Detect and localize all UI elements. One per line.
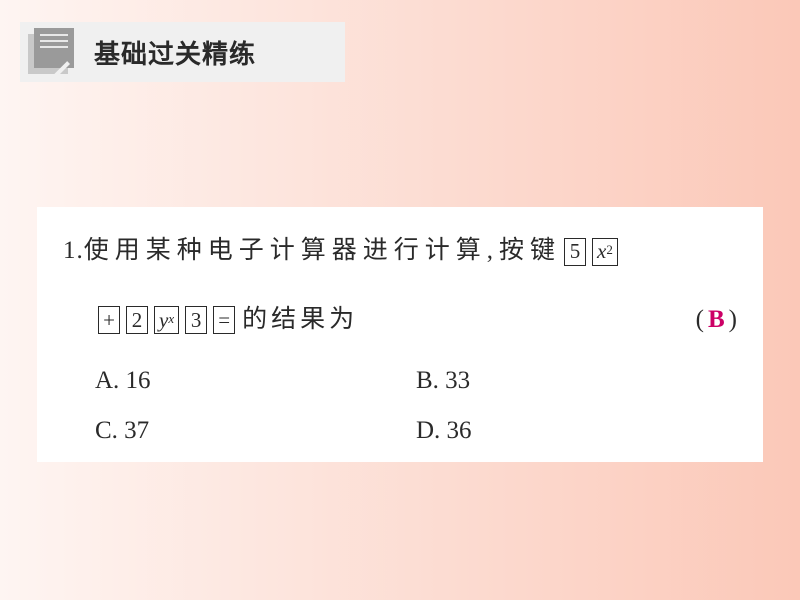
- key-5: 5: [564, 238, 586, 266]
- options-group: A. 16 B. 33 C. 37 D. 36: [63, 356, 737, 456]
- key-equals: =: [213, 306, 235, 334]
- section-title: 基础过关精练: [94, 34, 256, 71]
- paren-left: (: [696, 294, 704, 347]
- key-x-squared: x2: [592, 238, 618, 266]
- question-text-2: 的结果为: [242, 294, 358, 347]
- question-number: 1.: [63, 225, 84, 278]
- answer-letter: B: [708, 294, 725, 347]
- question-line-1: 1. 使用某种电子计算器进行计算,按键 5 x2: [63, 225, 737, 278]
- option-d: D. 36: [416, 406, 737, 456]
- question-line-2: + 2 yx 3 = 的结果为 ( B ): [63, 294, 737, 347]
- answer-paren: ( B ): [696, 294, 737, 347]
- option-a: A. 16: [95, 356, 416, 406]
- key-plus: +: [98, 306, 120, 334]
- key-y-to-x: yx: [154, 306, 179, 334]
- question-card: 1. 使用某种电子计算器进行计算,按键 5 x2 + 2 yx 3 = 的结果为…: [37, 207, 763, 462]
- key-2: 2: [126, 306, 148, 334]
- key-3: 3: [185, 306, 207, 334]
- notepad-pencil-icon: [28, 28, 76, 76]
- section-header: 基础过关精练: [20, 22, 345, 82]
- question-text-1: 使用某种电子计算器进行计算,按键: [84, 225, 561, 278]
- paren-right: ): [729, 294, 737, 347]
- option-c: C. 37: [95, 406, 416, 456]
- option-b: B. 33: [416, 356, 737, 406]
